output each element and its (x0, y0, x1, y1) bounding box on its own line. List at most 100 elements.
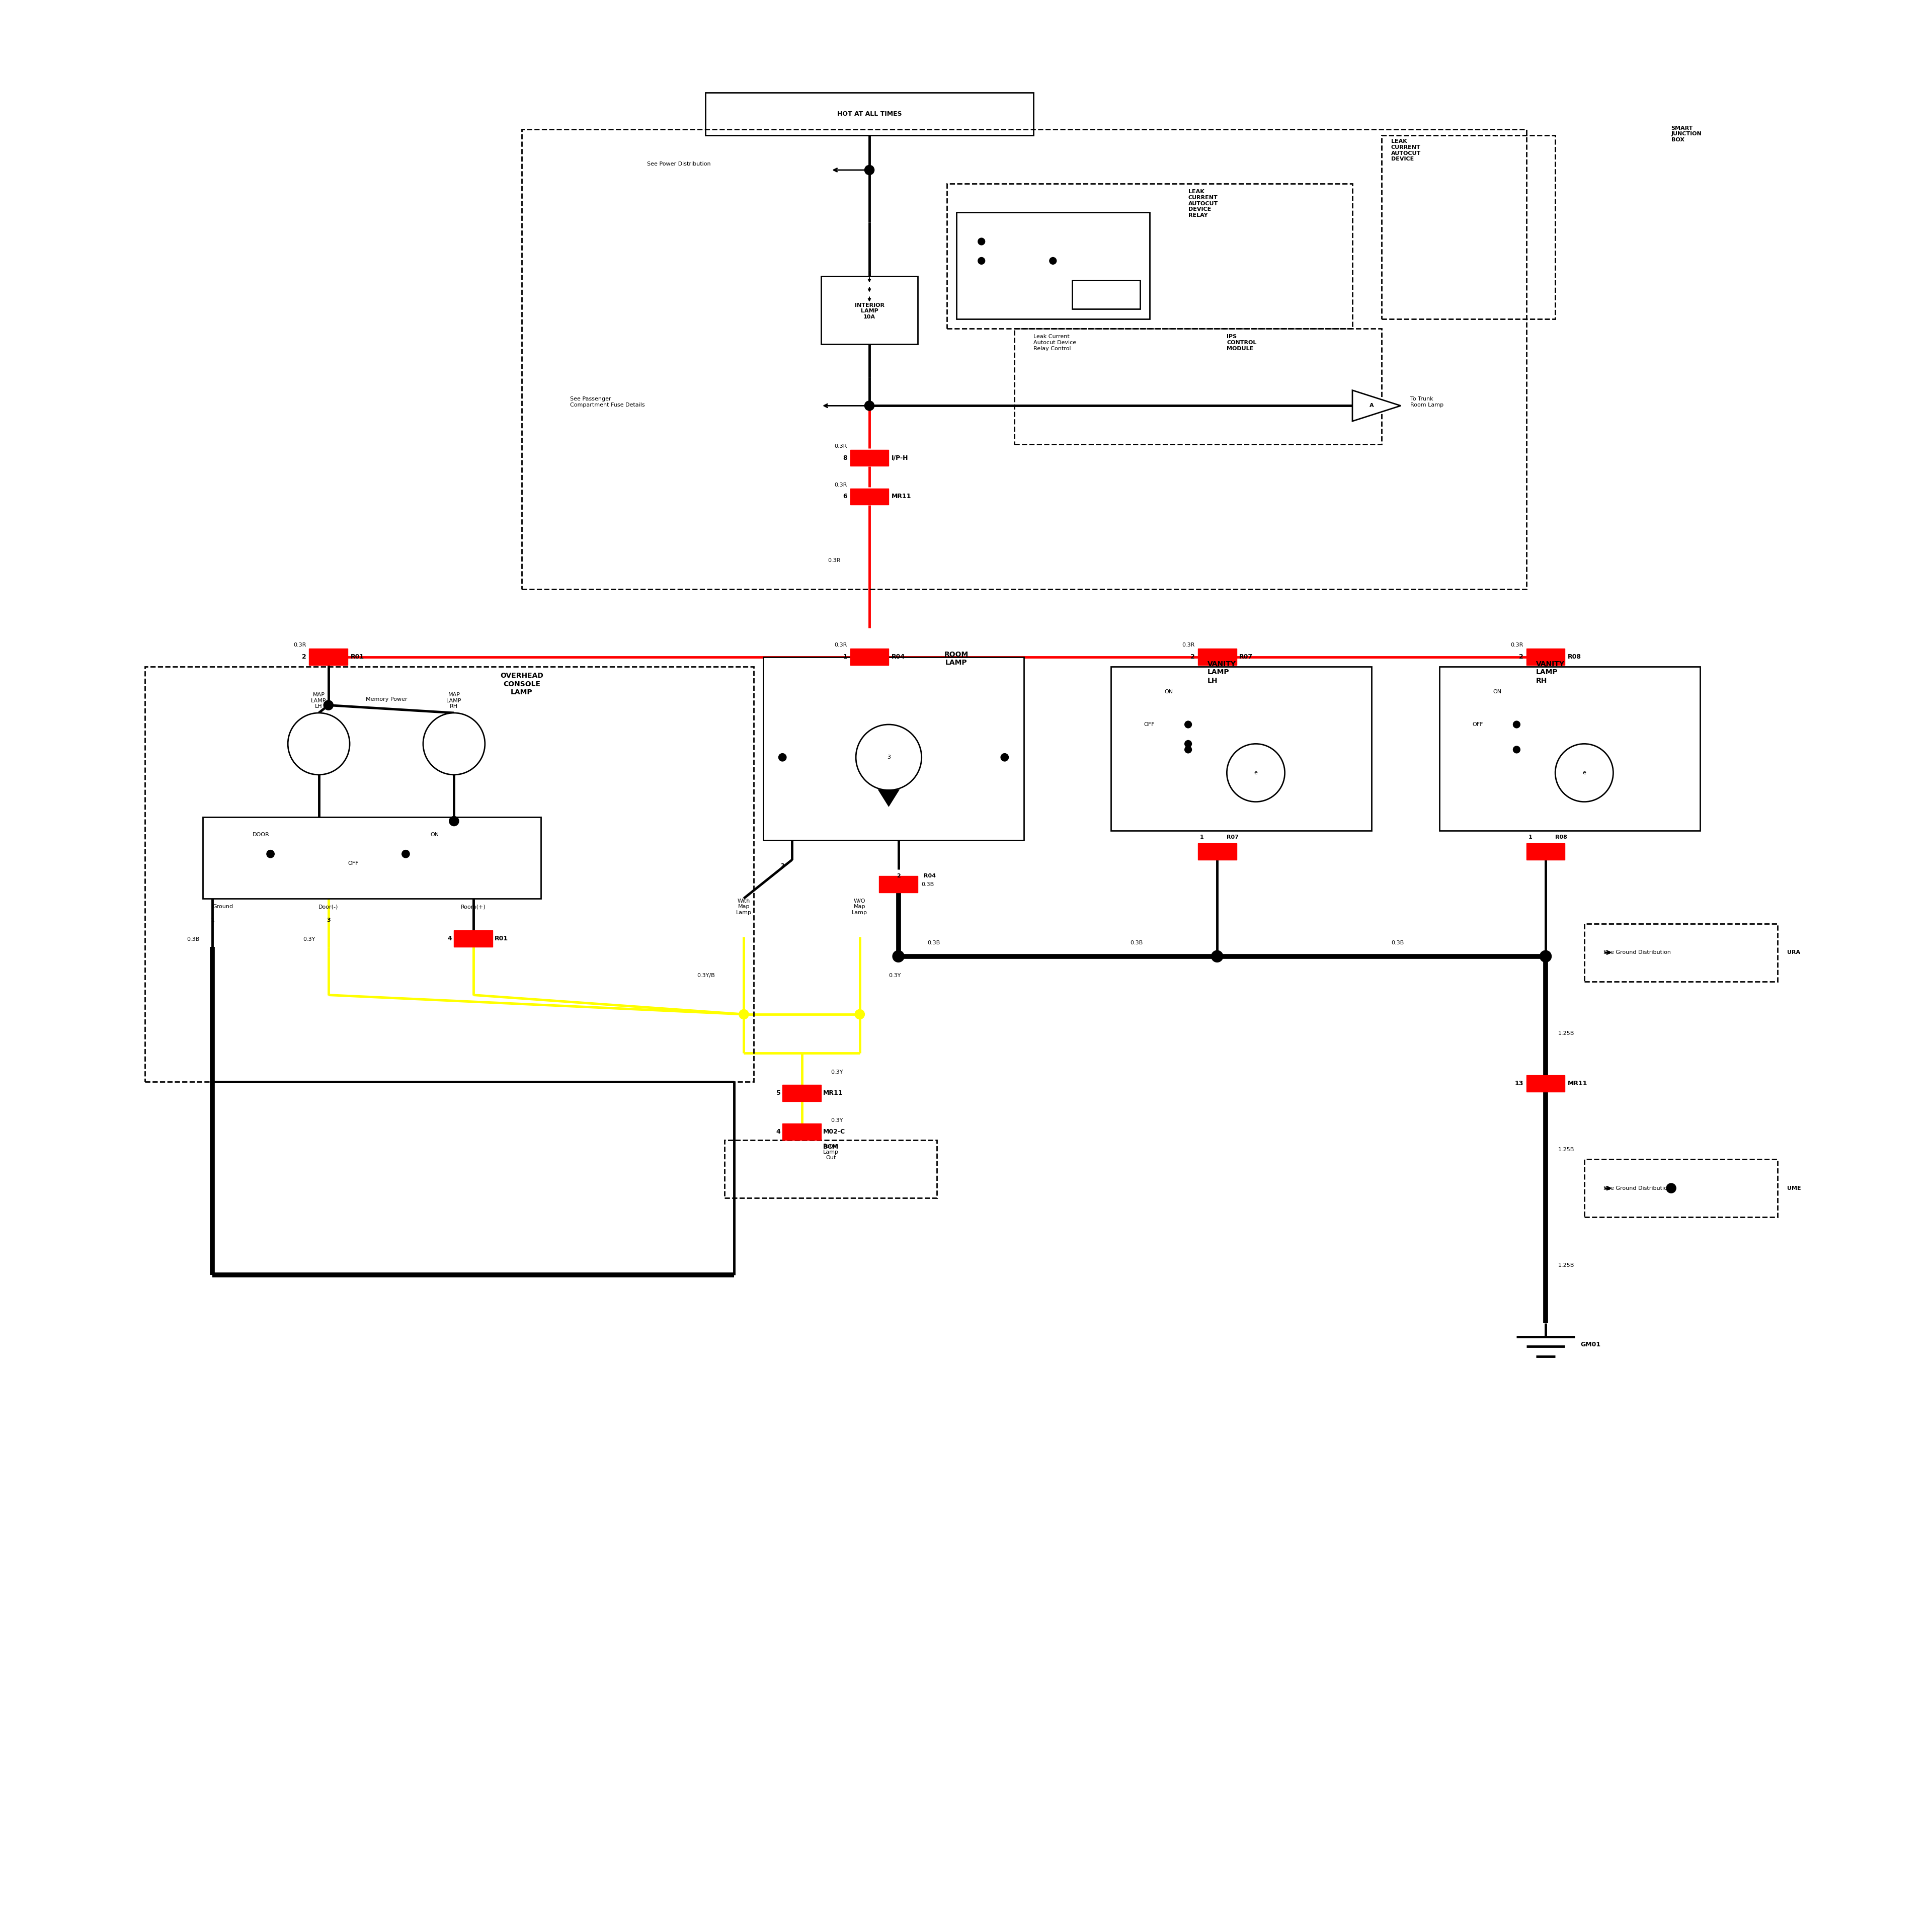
Circle shape (854, 1009, 864, 1020)
Bar (1014, 328, 1381, 444)
Text: Memory Power: Memory Power (365, 697, 408, 701)
Text: 1: 1 (1528, 835, 1532, 840)
Text: DOOR: DOOR (253, 833, 269, 837)
Bar (1072, 280, 1140, 309)
Text: OFF: OFF (1472, 723, 1484, 726)
Text: 2: 2 (1519, 653, 1522, 661)
Text: 1.25B: 1.25B (1559, 1148, 1575, 1151)
Bar (850, 450, 889, 466)
Circle shape (423, 713, 485, 775)
Bar (947, 184, 1352, 328)
Text: INTERIOR
LAMP
10A: INTERIOR LAMP 10A (854, 303, 885, 319)
Text: MR11: MR11 (891, 493, 912, 500)
Text: R08: R08 (1569, 653, 1582, 661)
Circle shape (288, 713, 350, 775)
Text: 0.3R: 0.3R (835, 444, 846, 448)
Bar (1381, 135, 1555, 319)
Bar (1198, 649, 1236, 665)
Bar (705, 93, 1034, 135)
Circle shape (893, 951, 904, 962)
Text: I/P-H: I/P-H (891, 454, 908, 462)
Text: 5: 5 (777, 1090, 781, 1095)
Text: R04: R04 (891, 653, 906, 661)
Text: Leak Current
Autocut Device
Relay Control: Leak Current Autocut Device Relay Contro… (1034, 334, 1076, 352)
Bar (763, 657, 1024, 840)
Bar (782, 1124, 821, 1140)
Circle shape (267, 850, 274, 858)
Circle shape (1211, 951, 1223, 962)
Text: 1: 1 (842, 653, 846, 661)
Text: 0.3B: 0.3B (927, 941, 941, 945)
Text: ON: ON (1493, 690, 1501, 694)
Bar (454, 931, 493, 947)
Circle shape (1184, 721, 1192, 728)
Text: See Ground Distribution: See Ground Distribution (1604, 951, 1671, 954)
Circle shape (1540, 951, 1551, 962)
Circle shape (1049, 257, 1057, 265)
Text: SMART
JUNCTION
BOX: SMART JUNCTION BOX (1671, 126, 1702, 143)
Text: MR11: MR11 (823, 1090, 842, 1095)
Bar (850, 489, 889, 504)
Text: 2: 2 (301, 653, 305, 661)
Text: VANITY
LAMP
RH: VANITY LAMP RH (1536, 661, 1565, 684)
Circle shape (779, 753, 786, 761)
Text: 3: 3 (887, 755, 891, 759)
Text: 0.3R: 0.3R (294, 643, 305, 647)
Bar (879, 877, 918, 893)
Text: M02-C: M02-C (823, 1128, 844, 1134)
Text: 1: 1 (211, 918, 214, 923)
Text: R08: R08 (1555, 835, 1567, 840)
Text: Door(-): Door(-) (319, 904, 338, 910)
Bar (1198, 844, 1236, 860)
Text: 1.25B: 1.25B (1559, 1032, 1575, 1036)
Text: See Power Distribution: See Power Distribution (647, 162, 711, 166)
Text: 2: 2 (896, 873, 900, 879)
Text: R07: R07 (1240, 653, 1254, 661)
Bar (203, 817, 541, 898)
Text: W/O
Map
Lamp: W/O Map Lamp (852, 898, 867, 916)
Bar (1111, 667, 1372, 831)
Text: GM01: GM01 (1580, 1341, 1600, 1349)
Text: With
Map
Lamp: With Map Lamp (736, 898, 752, 916)
Text: R04: R04 (923, 873, 935, 879)
Text: 1: 1 (1200, 835, 1204, 840)
Text: 0.3R: 0.3R (1511, 643, 1522, 647)
Bar (850, 649, 889, 665)
Text: ON: ON (1165, 690, 1173, 694)
Text: 0.3Y: 0.3Y (303, 937, 315, 943)
Text: IPS
CONTROL
MODULE: IPS CONTROL MODULE (1227, 334, 1256, 352)
Text: 0.3R: 0.3R (835, 643, 846, 647)
Circle shape (1184, 746, 1192, 753)
Text: 0.3Y: 0.3Y (831, 1119, 842, 1122)
Bar (821, 276, 918, 344)
Bar (782, 1084, 821, 1101)
Bar (1526, 844, 1565, 860)
Circle shape (1184, 740, 1192, 748)
Text: 0.3B: 0.3B (187, 937, 199, 943)
Text: 0.3B: 0.3B (1391, 941, 1405, 945)
Text: Ground: Ground (213, 904, 234, 910)
Text: 8: 8 (842, 454, 846, 462)
Text: 6: 6 (842, 493, 846, 500)
Text: To Trunk
Room Lamp: To Trunk Room Lamp (1410, 396, 1443, 408)
Text: 0.3Y: 0.3Y (889, 974, 900, 978)
Bar (1584, 923, 1777, 981)
Text: 0.3R: 0.3R (827, 558, 840, 562)
Text: MAP
LAMP
RH: MAP LAMP RH (446, 692, 462, 709)
Text: 13: 13 (1515, 1080, 1522, 1086)
Text: Room
Lamp
Out: Room Lamp Out (823, 1144, 838, 1161)
Text: LEAK
CURRENT
AUTOCUT
DEVICE: LEAK CURRENT AUTOCUT DEVICE (1391, 139, 1420, 162)
Circle shape (978, 257, 985, 265)
Text: ON: ON (431, 833, 439, 837)
Text: OFF: OFF (1144, 723, 1155, 726)
Polygon shape (1352, 390, 1401, 421)
Circle shape (856, 725, 922, 790)
Text: MR11: MR11 (1569, 1080, 1588, 1086)
Text: 3: 3 (781, 864, 784, 869)
Bar (522, 129, 1526, 589)
Bar (1584, 1159, 1777, 1217)
Text: 0.3B: 0.3B (1130, 941, 1144, 945)
Polygon shape (879, 790, 898, 806)
Circle shape (1001, 753, 1009, 761)
Circle shape (738, 1009, 750, 1020)
